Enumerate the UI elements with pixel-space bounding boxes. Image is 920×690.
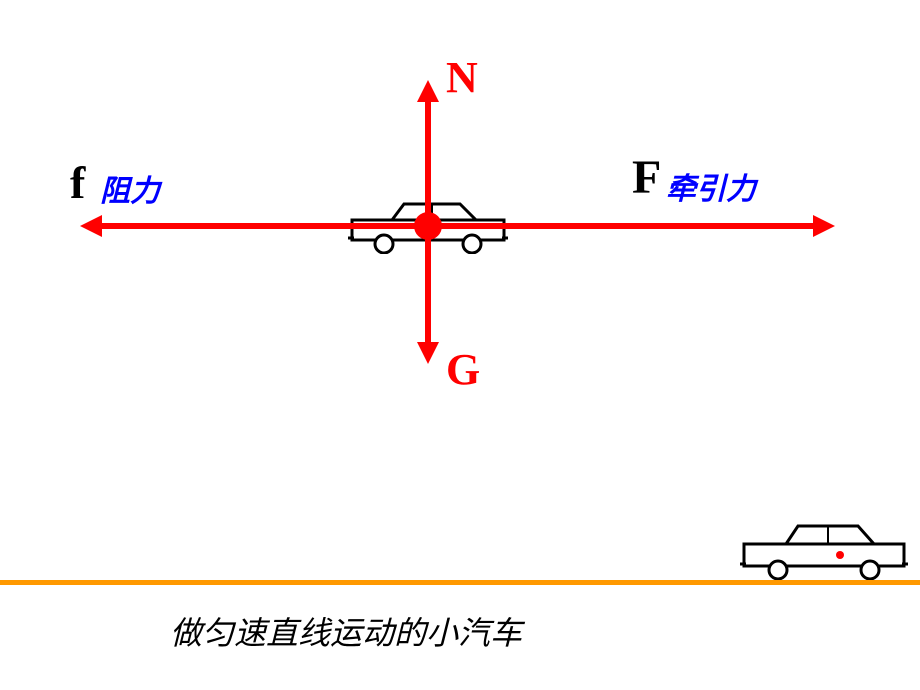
car-small: [740, 520, 908, 580]
diagram-canvas: N G f 阻力 F 牵引力 做匀速直线运动的小汽车: [0, 0, 920, 690]
label-normal-force: N: [446, 52, 478, 103]
caption-text: 做匀速直线运动的小汽车: [170, 608, 522, 654]
label-traction-text: 牵引力: [666, 164, 756, 208]
label-friction-text: 阻力: [100, 166, 160, 210]
label-gravity: G: [446, 344, 480, 395]
label-traction-symbol: F: [632, 150, 661, 205]
label-friction-symbol: f: [70, 156, 85, 209]
ground-line: [0, 580, 920, 585]
